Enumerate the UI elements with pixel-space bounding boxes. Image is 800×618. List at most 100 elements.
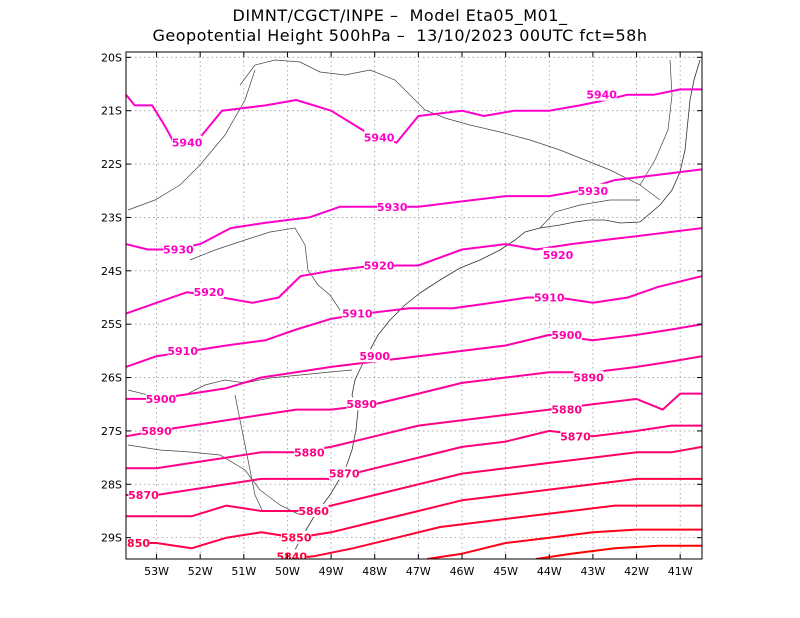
chart-title-line1: DIMNT/CGCT/INPE – Model Eta05_M01_ (232, 6, 568, 25)
state-border-pr-sp (189, 227, 341, 311)
contour-label-5860: 5860 (298, 505, 329, 518)
contour-label-bg (298, 503, 329, 517)
contour-label-bg (342, 306, 373, 320)
contour-5880 (126, 392, 702, 470)
contour-label-bg (193, 285, 224, 299)
lat-tick-label: 25S (101, 318, 122, 331)
contour-5900 (126, 323, 702, 400)
lon-tick-label: 53W (144, 565, 169, 578)
state-border-es (639, 59, 673, 186)
contour-label-bg (534, 290, 565, 304)
lon-tick-label: 47W (406, 565, 431, 578)
state-border-interior (127, 69, 256, 211)
contour-label-5940: 5940 (586, 89, 617, 102)
contour-label-5930: 5930 (377, 201, 408, 214)
contour-label-5880: 5880 (551, 404, 582, 417)
contour-label-bg (281, 530, 312, 544)
contour-label-bg (294, 445, 325, 459)
lon-tick-label: 51W (231, 565, 256, 578)
contour-label-5890: 5890 (573, 372, 604, 385)
coastline-borders (127, 59, 701, 559)
plot-frame (125, 51, 703, 560)
contour-label-bg (364, 258, 395, 272)
lon-tick-label: 50W (275, 565, 300, 578)
contour-label-5850: 5850 (119, 537, 150, 550)
contour-label-5910: 5910 (167, 345, 198, 358)
lat-tick-label: 29S (101, 532, 122, 545)
contour-label-5870: 5870 (128, 489, 159, 502)
contour-label-bg (346, 397, 377, 411)
contour-label-bg (551, 402, 582, 416)
contour-label-bg (172, 135, 203, 149)
contour-label-5920: 5920 (364, 259, 395, 272)
contour-5930 (126, 168, 702, 251)
contour-label-5890: 5890 (141, 425, 172, 438)
contour-label-5930: 5930 (163, 243, 194, 256)
contour-label-5840: 5840 (277, 550, 308, 563)
contour-label-bg (577, 183, 608, 197)
contour-label-bg (364, 130, 395, 144)
lon-tick-label: 52W (188, 565, 213, 578)
lat-tick-label: 23S (101, 211, 122, 224)
lon-tick-label: 43W (580, 565, 605, 578)
contour-label-5900: 5900 (551, 329, 582, 342)
contour-label-bg (163, 242, 194, 256)
lon-tick-label: 49W (319, 565, 344, 578)
contour-label-bg (141, 423, 172, 437)
contour-label-5880: 5880 (294, 446, 325, 459)
contour-5910 (126, 275, 702, 368)
lon-tick-label: 42W (624, 565, 649, 578)
coastline (290, 59, 701, 559)
contour-label-bg (126, 535, 150, 549)
contour-label-5890: 5890 (346, 398, 377, 411)
contour-label-5900: 5900 (146, 393, 177, 406)
lon-tick-label: 48W (362, 565, 387, 578)
contour-label-5850: 5850 (281, 532, 312, 545)
lon-tick-label: 44W (537, 565, 562, 578)
lat-tick-label: 27S (101, 425, 122, 438)
contour-label-bg (167, 343, 198, 357)
contour-5890 (126, 355, 702, 438)
chart-title-line2: Geopotential Height 500hPa – 13/10/2023 … (152, 26, 648, 45)
lat-tick-label: 22S (101, 158, 122, 171)
lon-tick-label: 41W (668, 565, 693, 578)
contour-label-5940: 5940 (172, 137, 203, 150)
contour-label-5940: 5940 (364, 131, 395, 144)
contour-label-bg (560, 429, 591, 443)
country-border-argentina (234, 394, 263, 511)
lat-tick-label: 21S (101, 105, 122, 118)
lat-tick-label: 24S (101, 265, 122, 278)
contour-label-5920: 5920 (543, 249, 574, 262)
contour-label-5870: 5870 (560, 430, 591, 443)
contour-label-bg (377, 199, 408, 213)
state-border-sp-mg (239, 59, 661, 201)
lat-tick-label: 28S (101, 478, 122, 491)
height-contours: 5940 5940 5940 5930 5930 5930 5920 5920 5920 5910… (119, 87, 702, 563)
contour-label-bg (543, 247, 573, 261)
contour-label-bg (359, 349, 390, 363)
contour-label-bg (145, 391, 176, 405)
lat-tick-label: 20S (101, 51, 122, 64)
contour-label-5930: 5930 (578, 185, 609, 198)
contour-5850 (126, 477, 702, 550)
contour-label-5870: 5870 (329, 468, 360, 481)
state-border-sc-rs (127, 444, 301, 516)
contour-label-5910: 5910 (342, 308, 373, 321)
axis-ticks: 20S 21S 22S 23S 24S 25S 26S 27S 28S 29S 53W 52W 51W 5… (101, 51, 702, 578)
contour-5860 (126, 445, 702, 518)
contour-5870 (126, 424, 702, 496)
contour-label-bg (551, 327, 582, 341)
contour-label-5920: 5920 (194, 286, 225, 299)
contour-5840 (287, 504, 702, 559)
state-border-rj-mg (539, 199, 640, 229)
contour-5820 (536, 544, 702, 559)
contour-label-bg (573, 370, 604, 384)
lon-tick-label: 45W (493, 565, 518, 578)
contour-label-bg (586, 87, 617, 101)
contour-label-bg (128, 487, 159, 501)
contour-5830 (426, 528, 702, 559)
contour-label-bg (329, 466, 360, 480)
contour-label-5910: 5910 (534, 291, 565, 304)
contour-label-5900: 5900 (359, 350, 390, 363)
